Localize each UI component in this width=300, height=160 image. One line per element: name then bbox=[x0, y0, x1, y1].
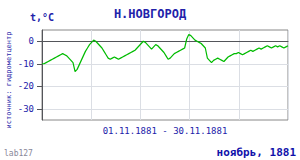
svg-text:ноябрь, 1881: ноябрь, 1881 bbox=[217, 146, 297, 159]
svg-text:-10: -10 bbox=[18, 59, 34, 69]
svg-text:Н.НОВГОРОД: Н.НОВГОРОД bbox=[114, 7, 186, 21]
svg-text:0: 0 bbox=[29, 36, 34, 46]
svg-text:lab127: lab127 bbox=[4, 149, 33, 158]
svg-text:источник: гидрометцентр: источник: гидрометцентр bbox=[5, 32, 13, 129]
svg-text:t,°C: t,°C bbox=[30, 12, 54, 23]
svg-text:01.11.1881 - 30.11.1881: 01.11.1881 - 30.11.1881 bbox=[103, 126, 228, 136]
svg-text:-20: -20 bbox=[18, 81, 34, 91]
svg-text:-30: -30 bbox=[18, 104, 34, 114]
